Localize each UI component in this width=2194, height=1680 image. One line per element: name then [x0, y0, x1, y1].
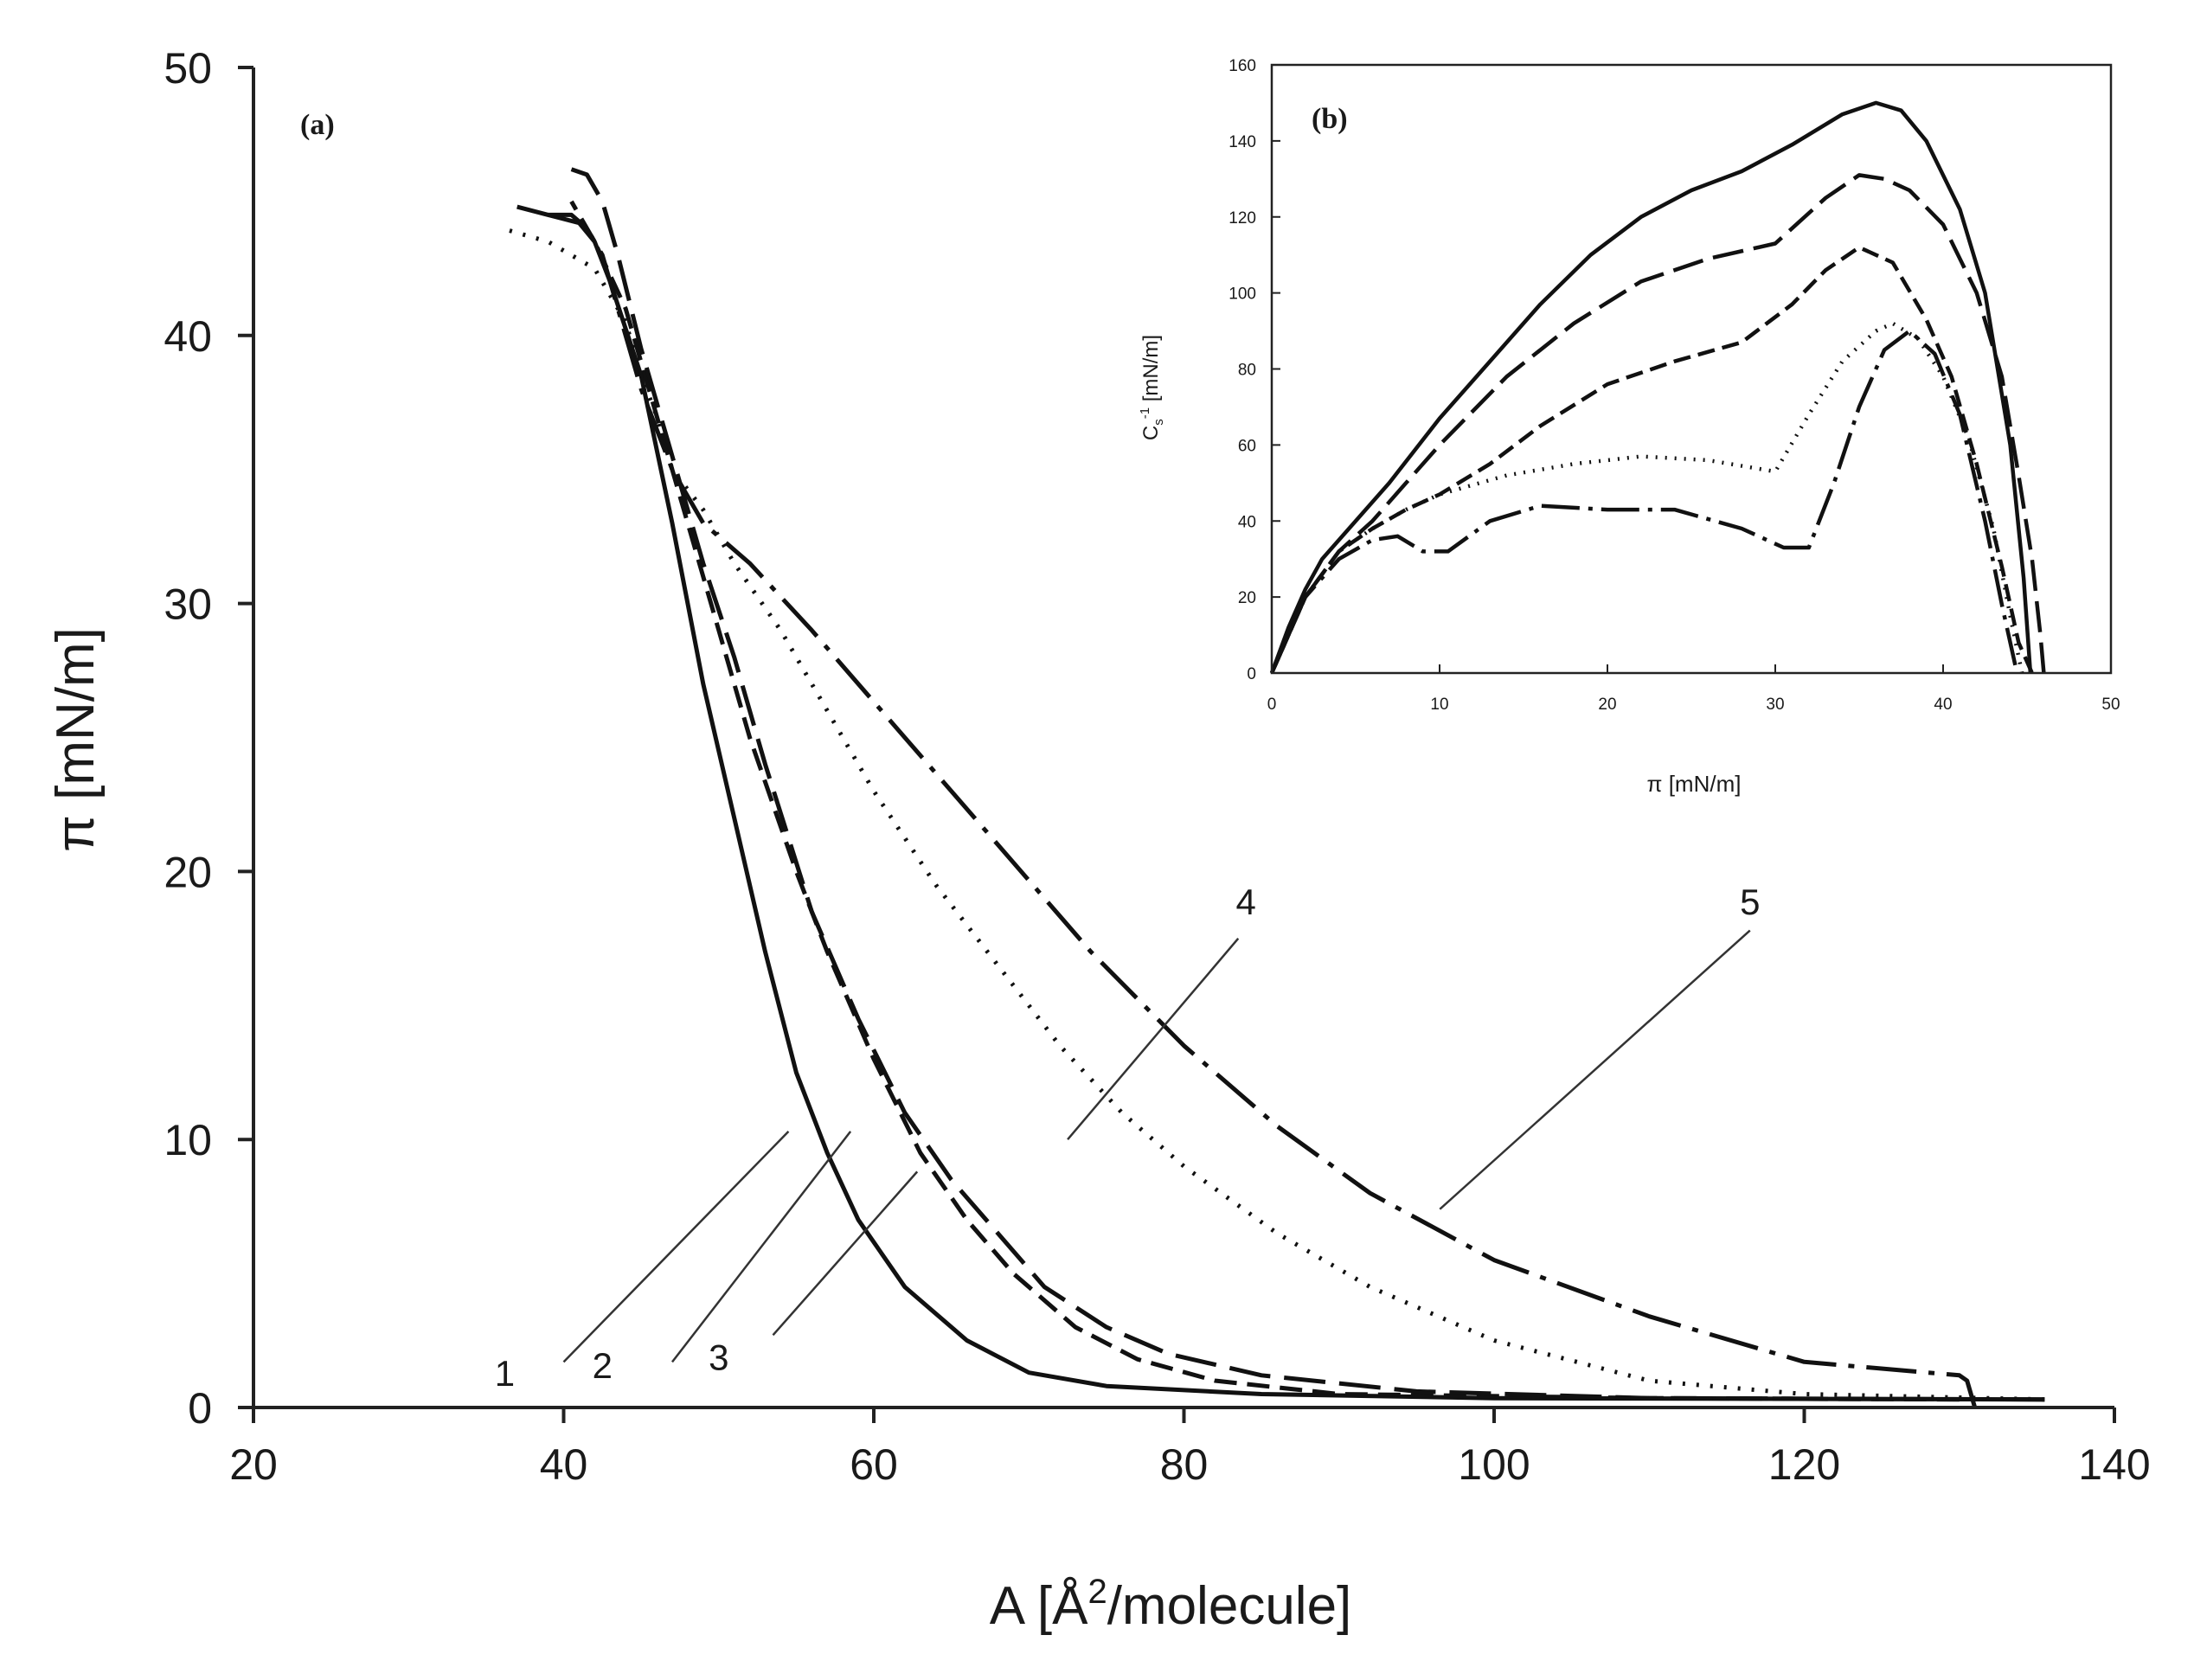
panel-a-curve-label-1: 1: [495, 1353, 515, 1394]
panel-a-curve-label-2: 2: [593, 1345, 613, 1386]
panel-a-x-tick-label: 40: [540, 1440, 588, 1489]
panel-b-x-tick-label: 0: [1267, 696, 1277, 714]
panel-a-leaders: [562, 929, 1751, 1363]
panel-a-x-tick-label: 20: [229, 1440, 278, 1489]
panel-b-y-axis-title-sup: -1: [1138, 407, 1152, 419]
panel-b-tick-labels: 0 10 20 30 40 50 0 20 40 60 80 100 120 140 160: [1229, 57, 2120, 714]
panel-a-x-axis-title-sup: 2: [1087, 1573, 1107, 1611]
panel-a-x-tick-label: 100: [1458, 1440, 1530, 1489]
panel-b-label: (b): [1312, 103, 1348, 135]
panel-b-y-axis-title-tail: [mN/m]: [1139, 335, 1163, 407]
panel-b-ticks: [1271, 64, 2112, 674]
panel-b-y-axis-title-main: C: [1139, 426, 1163, 440]
panel-a-x-tick-label: 80: [1160, 1440, 1209, 1489]
panel-a-y-tick-label: 30: [164, 580, 212, 629]
panel-a-x-axis-title-tail: /molecule]: [1107, 1576, 1352, 1636]
panel-a-x-tick-label: 120: [1768, 1440, 1840, 1489]
panel-b-curves: [1269, 100, 2046, 674]
panel-a-series-3: [570, 167, 2045, 1402]
panel-a-leader-line-5: [1439, 929, 1751, 1210]
panel-b-x-axis-title: π [mN/m]: [1647, 771, 1742, 797]
panel-b-y-tick-label: 40: [1238, 513, 1256, 531]
panel-b-y-tick-label: 100: [1229, 285, 1256, 304]
panel-a-x-tick-label: 60: [850, 1440, 898, 1489]
panel-b-series-3: [1269, 173, 2046, 674]
panel-a-leader-line-1: [562, 1131, 790, 1363]
panel-a-leader-line-2: [670, 1131, 852, 1363]
panel-b-y-tick-label: 20: [1238, 589, 1256, 607]
panel-a-series-2: [569, 200, 1960, 1402]
panel-b-x-tick-label: 40: [1934, 696, 1952, 714]
panel-a-x-axis-title: A [Å2/molecule]: [990, 1573, 1352, 1636]
panel-a-y-tick-label: 0: [188, 1384, 212, 1433]
panel-b-y-axis-title-sub: s: [1152, 419, 1166, 426]
panel-b-y-tick-label: 140: [1229, 133, 1256, 151]
panel-a-y-tick-label: 10: [164, 1116, 212, 1164]
panel-b-background: [1272, 65, 2111, 675]
panel-b-x-tick-label: 30: [1766, 696, 1784, 714]
panel-b-y-tick-label: 0: [1247, 665, 1256, 683]
panel-a-annotations: 1 2 3 4 5: [495, 882, 1761, 1394]
panel-a-leader-line-4: [1067, 938, 1240, 1141]
panel-a-y-tick-label: 40: [164, 312, 212, 361]
panel-b-y-tick-label: 160: [1229, 57, 1256, 75]
panel-b-y-tick-label: 60: [1238, 437, 1256, 455]
panel-b-y-tick-label: 120: [1229, 209, 1256, 228]
panel-a-label: (a): [300, 109, 335, 141]
panel-a-ticks: [238, 66, 2116, 1423]
panel-a-y-tick-label: 20: [164, 848, 212, 896]
panel-b-x-tick-label: 20: [1598, 696, 1616, 714]
panel-b-inset: 0 10 20 30 40 50 0 20 40 60 80 100 120 140 160 (b) π […: [1138, 57, 2120, 797]
panel-a-leader-line-3: [772, 1170, 919, 1337]
panel-b-series-5: [1269, 329, 2019, 674]
panel-a-series-5: [548, 212, 1978, 1408]
panel-a-x-axis-title-main: A [Å: [990, 1576, 1088, 1636]
panel-a-y-tick-label: 50: [164, 44, 212, 93]
panel-b-y-axis-title: Cs-1 [mN/m]: [1138, 335, 1166, 440]
panel-b-series-1: [1269, 100, 2033, 674]
panel-a-curve-label-3: 3: [709, 1337, 728, 1378]
panel-a-curve-label-4: 4: [1236, 882, 1256, 922]
panel-a-x-tick-label: 140: [2078, 1440, 2150, 1489]
panel-a-curves: [501, 167, 2045, 1408]
panel-a-curve-label-5: 5: [1740, 882, 1760, 922]
panel-a-y-axis-title: π [mN/m]: [46, 627, 106, 852]
panel-b-x-tick-label: 10: [1430, 696, 1448, 714]
panel-b-x-tick-label: 50: [2101, 696, 2120, 714]
panel-b-y-tick-label: 80: [1238, 362, 1256, 380]
